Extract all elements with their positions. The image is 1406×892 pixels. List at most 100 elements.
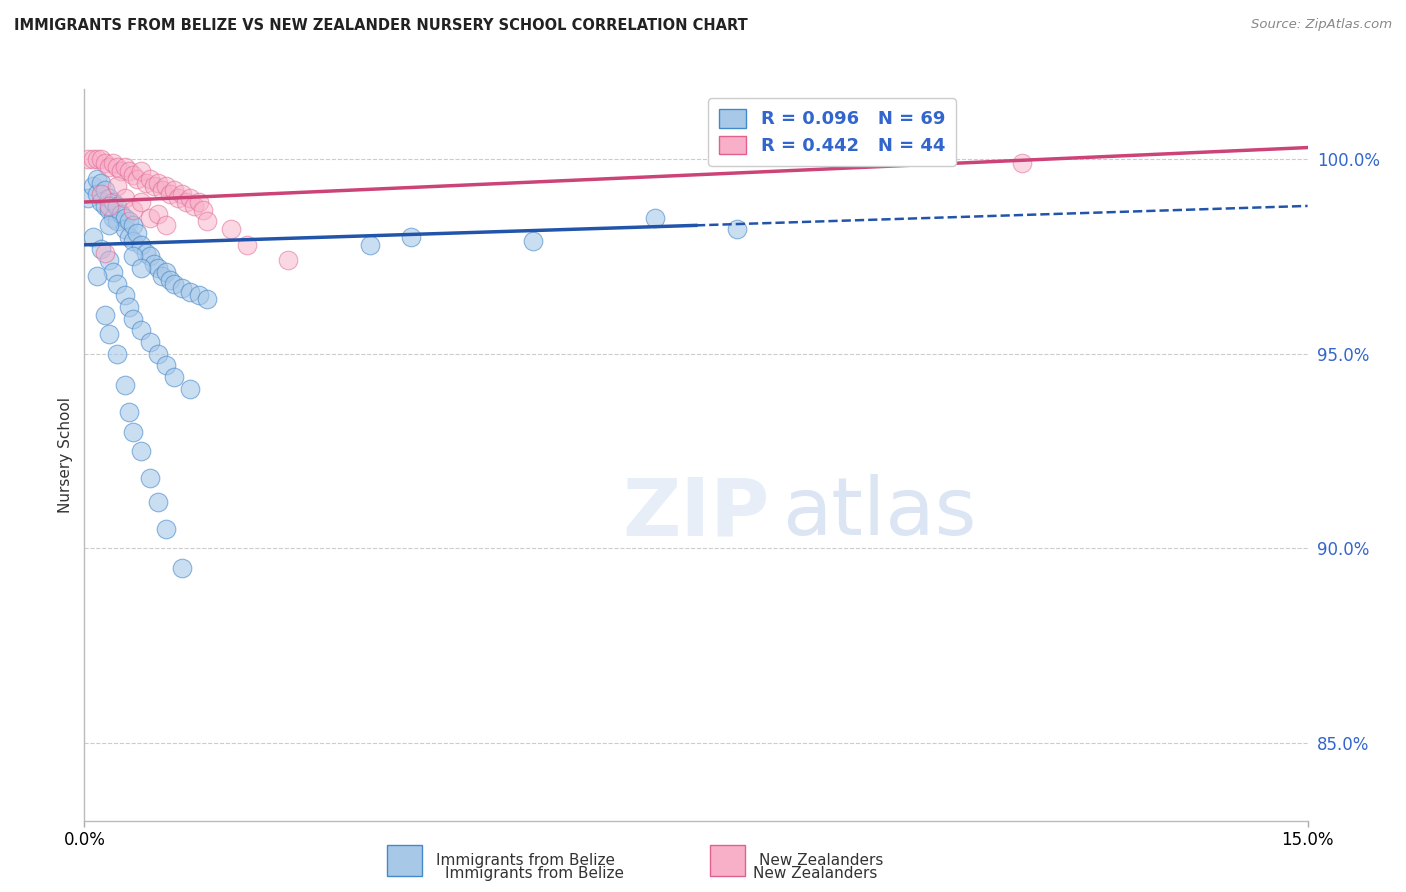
Point [187,194,209,209]
Point [82,179,104,194]
Point [155,522,177,536]
Text: New Zealanders: New Zealanders [759,854,883,868]
Point [219,222,242,236]
Point [146,176,169,190]
Point [97,199,120,213]
Point [191,202,214,217]
Point [110,164,132,178]
Legend: R = 0.096   N = 69, R = 0.442   N = 44: R = 0.096 N = 69, R = 0.442 N = 44 [709,98,956,166]
Point [399,230,422,244]
Point [1011,156,1033,170]
Point [114,160,136,174]
Point [93,245,117,260]
Point [90,153,112,167]
Point [155,265,177,279]
Point [163,277,186,291]
Point [101,156,124,170]
Point [114,211,136,225]
Point [97,253,120,268]
Point [118,214,141,228]
Point [82,230,104,244]
Point [101,265,124,279]
Text: Source: ZipAtlas.com: Source: ZipAtlas.com [1251,18,1392,31]
Text: Immigrants from Belize: Immigrants from Belize [444,866,624,881]
Point [142,179,165,194]
Point [86,153,108,167]
Text: New Zealanders: New Zealanders [754,866,877,881]
Point [179,285,201,299]
Point [122,425,145,439]
Point [118,230,141,244]
Point [146,261,169,276]
Point [101,211,124,225]
Point [90,242,112,256]
Point [146,494,169,508]
Point [86,187,108,202]
Point [174,194,197,209]
Point [179,191,201,205]
Point [236,237,259,252]
Point [114,377,136,392]
Point [122,250,145,264]
Point [118,164,141,178]
Point [82,153,104,167]
Point [159,273,181,287]
Point [77,191,100,205]
Point [90,194,112,209]
Point [86,268,108,283]
Point [135,176,157,190]
Text: atlas: atlas [782,475,977,552]
Point [131,194,153,209]
Point [97,327,120,342]
Point [146,347,169,361]
Point [97,160,120,174]
Point [122,234,145,248]
Point [122,168,145,182]
FancyBboxPatch shape [710,846,745,876]
Point [105,347,128,361]
Point [131,444,153,458]
Point [146,207,169,221]
Point [97,191,120,205]
Point [127,171,149,186]
Point [122,311,145,326]
Point [90,176,112,190]
Point [105,214,128,228]
Y-axis label: Nursery School: Nursery School [58,397,73,513]
Point [138,250,160,264]
Point [131,237,153,252]
Point [97,202,120,217]
Text: ZIP: ZIP [623,475,769,552]
Point [138,211,160,225]
Point [195,293,218,307]
Point [86,171,108,186]
Point [277,253,299,268]
Point [159,187,181,202]
Point [93,156,117,170]
FancyBboxPatch shape [387,846,422,876]
Point [155,219,177,233]
Point [105,179,128,194]
Point [93,183,117,197]
Point [142,257,165,271]
Point [93,199,117,213]
Point [114,191,136,205]
Point [179,382,201,396]
Point [122,202,145,217]
Point [135,245,157,260]
Text: Immigrants from Belize: Immigrants from Belize [436,854,614,868]
Point [150,268,173,283]
Point [114,222,136,236]
Point [138,471,160,485]
Point [131,323,153,337]
Point [172,560,194,574]
Point [163,183,186,197]
Point [90,187,112,202]
Point [359,237,381,252]
Point [138,171,160,186]
Text: IMMIGRANTS FROM BELIZE VS NEW ZEALANDER NURSERY SCHOOL CORRELATION CHART: IMMIGRANTS FROM BELIZE VS NEW ZEALANDER … [14,18,748,33]
Point [155,359,177,373]
Point [97,219,120,233]
Point [195,214,218,228]
Point [105,160,128,174]
